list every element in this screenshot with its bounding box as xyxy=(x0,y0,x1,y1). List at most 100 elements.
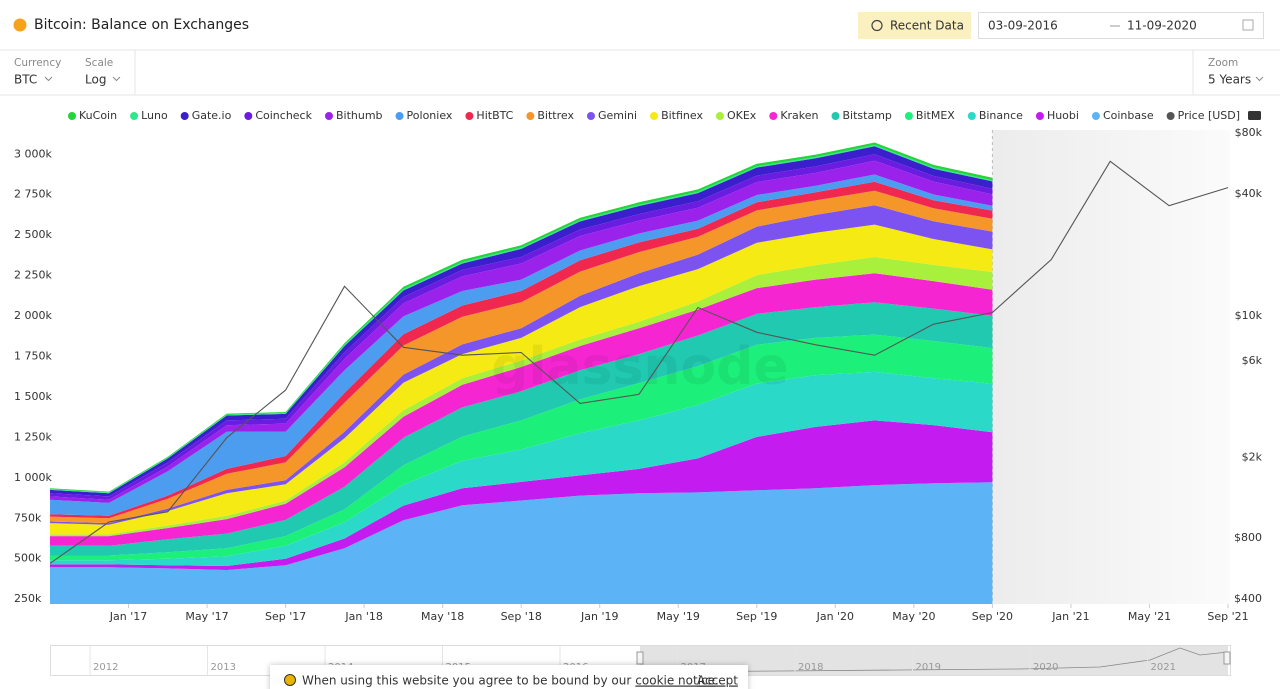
cookie-text: When using this website you agree to be … xyxy=(302,674,631,688)
navigator-year: 2012 xyxy=(93,662,118,673)
x-tick-label: May '19 xyxy=(657,610,700,623)
legend-swatch[interactable] xyxy=(1091,112,1100,120)
legend-swatch[interactable] xyxy=(130,112,139,120)
chevron xyxy=(44,76,53,82)
y2-tick-label: $2k xyxy=(1242,450,1263,463)
bitcoin-icon xyxy=(13,18,27,32)
chevron xyxy=(1255,76,1264,82)
chevron xyxy=(112,76,121,82)
legend-label[interactable]: Bittrex xyxy=(537,109,574,122)
accept-button[interactable]: Accept xyxy=(697,674,738,688)
x-tick-label: Jan '19 xyxy=(580,610,618,623)
legend-label[interactable]: Bitfinex xyxy=(661,109,703,122)
y-tick-label: 2 750k xyxy=(14,188,52,201)
legend-swatch[interactable] xyxy=(395,112,404,120)
legend-label[interactable]: Bithumb xyxy=(336,109,383,122)
y-tick-label: 250k xyxy=(14,592,42,605)
x-tick-label: May '18 xyxy=(421,610,464,623)
legend-label[interactable]: OKEx xyxy=(727,109,757,122)
y-tick-label: 1 500k xyxy=(14,390,52,403)
watermark: glassnode xyxy=(491,337,788,397)
x-tick-label: Sep '17 xyxy=(265,610,306,623)
y2-tick-label: $6k xyxy=(1242,354,1263,367)
legend-label[interactable]: Huobi xyxy=(1047,109,1079,122)
x-tick-label: May '17 xyxy=(185,610,228,623)
y2-tick-label: $40k xyxy=(1235,187,1263,200)
legend-label[interactable]: Coincheck xyxy=(255,109,312,122)
legend-label[interactable]: HitBTC xyxy=(476,109,513,122)
legend-swatch[interactable] xyxy=(586,112,595,120)
legend-label[interactable]: Kraken xyxy=(780,109,818,122)
recent-data-button[interactable] xyxy=(858,12,971,39)
x-tick-label: Sep '20 xyxy=(972,610,1013,623)
calendar-icon xyxy=(1242,19,1254,31)
cookie-icon xyxy=(284,674,296,686)
legend-label[interactable]: Gemini xyxy=(598,109,637,122)
navigator-year: 2013 xyxy=(211,662,236,673)
title: Bitcoin: Balance on Exchanges xyxy=(34,17,249,33)
date-to[interactable]: 11-09-2020 xyxy=(1127,19,1197,33)
legend-swatch[interactable] xyxy=(769,112,778,120)
navigator-year: 2019 xyxy=(916,662,941,673)
scale-select[interactable]: Log xyxy=(85,73,106,87)
cookie-bar xyxy=(270,665,748,689)
camera-icon[interactable] xyxy=(1248,111,1261,120)
y-tick-label: 1 000k xyxy=(14,471,52,484)
area xyxy=(50,371,993,566)
x-tick-label: Sep '18 xyxy=(501,610,542,623)
legend-label[interactable]: Gate.io xyxy=(192,109,232,122)
legend-label[interactable]: Luno xyxy=(141,109,168,122)
legend-swatch[interactable] xyxy=(1035,112,1044,120)
legend-swatch[interactable] xyxy=(650,112,659,120)
legend-label[interactable]: Poloniex xyxy=(407,109,453,122)
navigator-year: 2020 xyxy=(1033,662,1058,673)
area xyxy=(50,334,993,561)
y-tick-label: 750k xyxy=(14,511,42,524)
currency-label: Currency xyxy=(14,57,61,69)
legend-swatch[interactable] xyxy=(967,112,976,120)
zoom-select[interactable]: 5 Years xyxy=(1208,73,1251,87)
legend-swatch[interactable] xyxy=(465,112,474,120)
date-from[interactable]: 03-09-2016 xyxy=(988,19,1058,33)
area xyxy=(50,482,993,604)
x-tick-label: Jan '21 xyxy=(1051,610,1089,623)
legend-swatch[interactable] xyxy=(715,112,724,120)
recent-data-label[interactable]: Recent Data xyxy=(890,19,964,33)
x-tick-label: May '21 xyxy=(1128,610,1171,623)
currency-select[interactable]: BTC xyxy=(14,73,37,87)
legend-label[interactable]: BitMEX xyxy=(916,109,955,122)
lines xyxy=(49,160,1229,564)
date-range[interactable] xyxy=(978,12,1264,39)
areas xyxy=(50,142,993,604)
y-tick-label: 3 000k xyxy=(14,147,52,160)
legend: KuCoin Luno Gate.io Coincheck Bithumb Polonie… xyxy=(68,109,1240,122)
price-line xyxy=(49,160,1229,564)
legend-label[interactable]: Binance xyxy=(979,109,1023,122)
cookie-link[interactable]: cookie notice xyxy=(635,674,715,688)
legend-swatch[interactable] xyxy=(1166,112,1175,120)
legend-swatch[interactable] xyxy=(526,112,535,120)
area xyxy=(50,224,993,535)
clock-icon xyxy=(871,19,883,32)
legend-swatch[interactable] xyxy=(831,112,840,120)
legend-label[interactable]: Coinbase xyxy=(1103,109,1154,122)
legend-label[interactable]: KuCoin xyxy=(79,109,117,122)
y-tick-label: 2 500k xyxy=(14,228,52,241)
y2-tick-label: $800 xyxy=(1234,531,1262,544)
navigator-handle[interactable] xyxy=(636,651,644,665)
forecast-region xyxy=(991,130,1230,604)
legend-label[interactable]: Bitstamp xyxy=(843,109,892,122)
legend-swatch[interactable] xyxy=(904,112,913,120)
legend-swatch[interactable] xyxy=(180,112,189,120)
legend-swatch[interactable] xyxy=(68,112,76,120)
navigator-line xyxy=(639,647,1229,673)
legend-swatch[interactable] xyxy=(244,112,253,120)
legend-swatch[interactable] xyxy=(324,112,333,120)
y2-tick-label: $80k xyxy=(1235,126,1263,139)
x-tick-label: Jan '18 xyxy=(344,610,382,623)
x-tick-label: May '20 xyxy=(892,610,935,623)
navigator-handle[interactable] xyxy=(1223,651,1231,665)
area xyxy=(50,302,993,556)
legend-label[interactable]: Price [USD] xyxy=(1178,109,1240,122)
